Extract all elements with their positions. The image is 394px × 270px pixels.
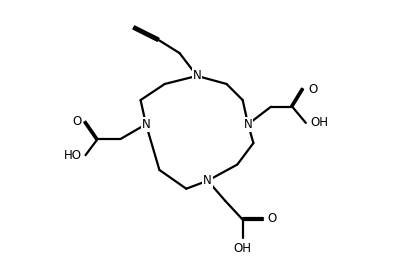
Text: N: N: [141, 118, 151, 131]
Text: N: N: [193, 69, 201, 82]
Text: N: N: [243, 118, 253, 131]
Text: N: N: [203, 174, 212, 187]
Text: O: O: [72, 115, 82, 128]
Text: HO: HO: [63, 149, 82, 162]
Text: O: O: [268, 212, 277, 225]
Text: OH: OH: [310, 116, 329, 129]
Text: O: O: [308, 83, 317, 96]
Text: OH: OH: [234, 242, 252, 255]
